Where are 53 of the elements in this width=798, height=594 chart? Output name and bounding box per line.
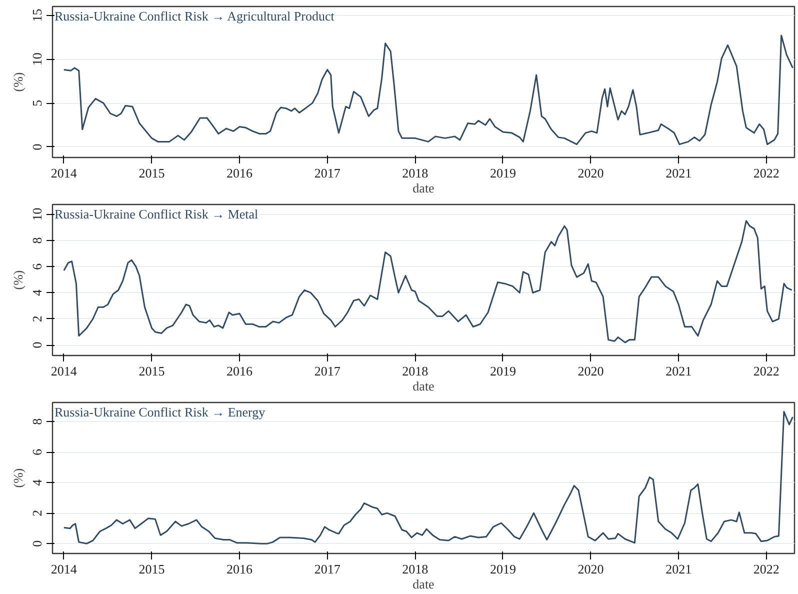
x-tick-label: 2018 xyxy=(402,364,428,378)
x-tick-label: 2016 xyxy=(226,562,254,576)
x-axis-title: date xyxy=(412,576,435,592)
x-tick-label: 2015 xyxy=(138,166,165,180)
x-tick-label: 2020 xyxy=(578,166,604,180)
y-tick-label: 15 xyxy=(30,8,44,22)
y-axis-title: (%) xyxy=(10,72,26,92)
x-tick-label: 2017 xyxy=(314,562,341,576)
y-tick-label: 6 xyxy=(30,448,44,456)
line-series xyxy=(63,34,794,146)
y-tick-label: 8 xyxy=(30,237,44,244)
y-tick-label: 0 xyxy=(30,540,44,547)
x-tick-label: 2021 xyxy=(666,562,692,576)
x-tick-label: 2019 xyxy=(490,364,516,378)
x-tick-label: 2017 xyxy=(314,364,341,378)
x-tick-label: 2022 xyxy=(753,364,780,378)
x-tick-label: 2016 xyxy=(226,364,254,378)
x-tick-label: 2017 xyxy=(314,166,341,180)
x-axis-title: date xyxy=(412,378,435,394)
x-tick-label: 2021 xyxy=(666,166,692,180)
x-tick-label: 2014 xyxy=(50,364,78,378)
y-tick-label: 2 xyxy=(30,510,44,516)
y-tick-label: 4 xyxy=(30,288,44,296)
y-tick-label: 4 xyxy=(30,478,44,486)
y-axis-title: (%) xyxy=(10,270,26,290)
x-tick-label: 2021 xyxy=(666,364,692,378)
x-tick-label: 2020 xyxy=(578,364,604,378)
x-tick-label: 2015 xyxy=(138,364,165,378)
x-tick-label: 2016 xyxy=(226,166,254,180)
x-axis-title: date xyxy=(412,180,435,196)
y-tick-label: 10 xyxy=(30,208,44,221)
y-tick-label: 10 xyxy=(30,52,44,66)
y-tick-label: 6 xyxy=(30,262,44,270)
x-tick-label: 2014 xyxy=(50,166,78,180)
y-tick-label: 2 xyxy=(30,316,44,322)
x-tick-label: 2022 xyxy=(753,166,780,180)
x-tick-label: 2018 xyxy=(402,562,428,576)
chart-title: Russia-Ukraine Conflict Risk → Energy xyxy=(54,404,266,420)
y-tick-label: 0 xyxy=(30,342,44,348)
x-tick-label: 2014 xyxy=(50,562,78,576)
x-tick-label: 2022 xyxy=(753,562,780,576)
x-tick-label: 2018 xyxy=(402,166,428,180)
x-tick-label: 2015 xyxy=(138,562,165,576)
y-tick-label: 0 xyxy=(30,144,44,150)
line-series xyxy=(63,220,793,344)
chart-title: Russia-Ukraine Conflict Risk → Metal xyxy=(54,206,259,222)
x-tick-label: 2019 xyxy=(490,562,516,576)
y-tick-label: 5 xyxy=(30,100,44,106)
y-axis-title: (%) xyxy=(10,468,26,488)
y-tick-label: 8 xyxy=(30,418,44,425)
x-tick-label: 2019 xyxy=(490,166,516,180)
chart-title: Russia-Ukraine Conflict Risk → Agricultural Product xyxy=(54,8,335,24)
x-tick-label: 2020 xyxy=(578,562,604,576)
